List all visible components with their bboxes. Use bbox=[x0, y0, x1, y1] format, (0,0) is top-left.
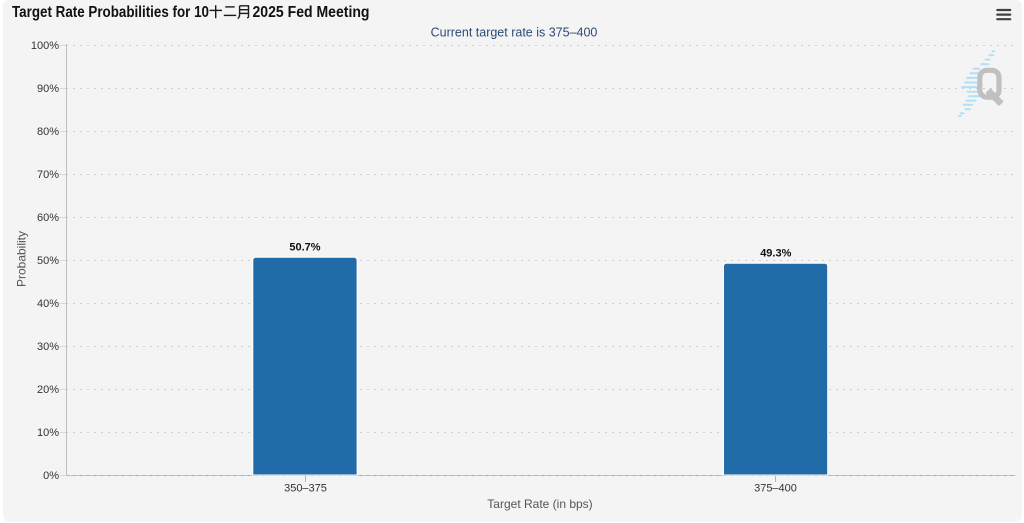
svg-text:10%: 10% bbox=[37, 427, 59, 439]
svg-text:30%: 30% bbox=[37, 341, 59, 353]
svg-text:100%: 100% bbox=[31, 40, 59, 52]
svg-text:50.7%: 50.7% bbox=[289, 242, 320, 254]
svg-text:70%: 70% bbox=[37, 169, 59, 181]
svg-text:Current target rate is 375–400: Current target rate is 375–400 bbox=[431, 25, 598, 39]
svg-text:80%: 80% bbox=[37, 126, 59, 138]
svg-text:0%: 0% bbox=[43, 470, 59, 482]
svg-text:60%: 60% bbox=[37, 212, 59, 224]
svg-text:Target Rate (in bps): Target Rate (in bps) bbox=[487, 497, 592, 511]
svg-text:40%: 40% bbox=[37, 298, 59, 310]
svg-text:90%: 90% bbox=[37, 83, 59, 95]
svg-text:2025 Fed Meeting: 2025 Fed Meeting bbox=[253, 4, 370, 21]
svg-text:49.3%: 49.3% bbox=[760, 248, 791, 260]
svg-text:Probability: Probability bbox=[15, 231, 29, 287]
svg-text:350–375: 350–375 bbox=[284, 483, 327, 495]
svg-text:375–400: 375–400 bbox=[754, 483, 797, 495]
svg-text:50%: 50% bbox=[37, 255, 59, 267]
svg-text:Target Rate Probabilities for: Target Rate Probabilities for 10 bbox=[12, 4, 209, 21]
svg-text:20%: 20% bbox=[37, 384, 59, 396]
